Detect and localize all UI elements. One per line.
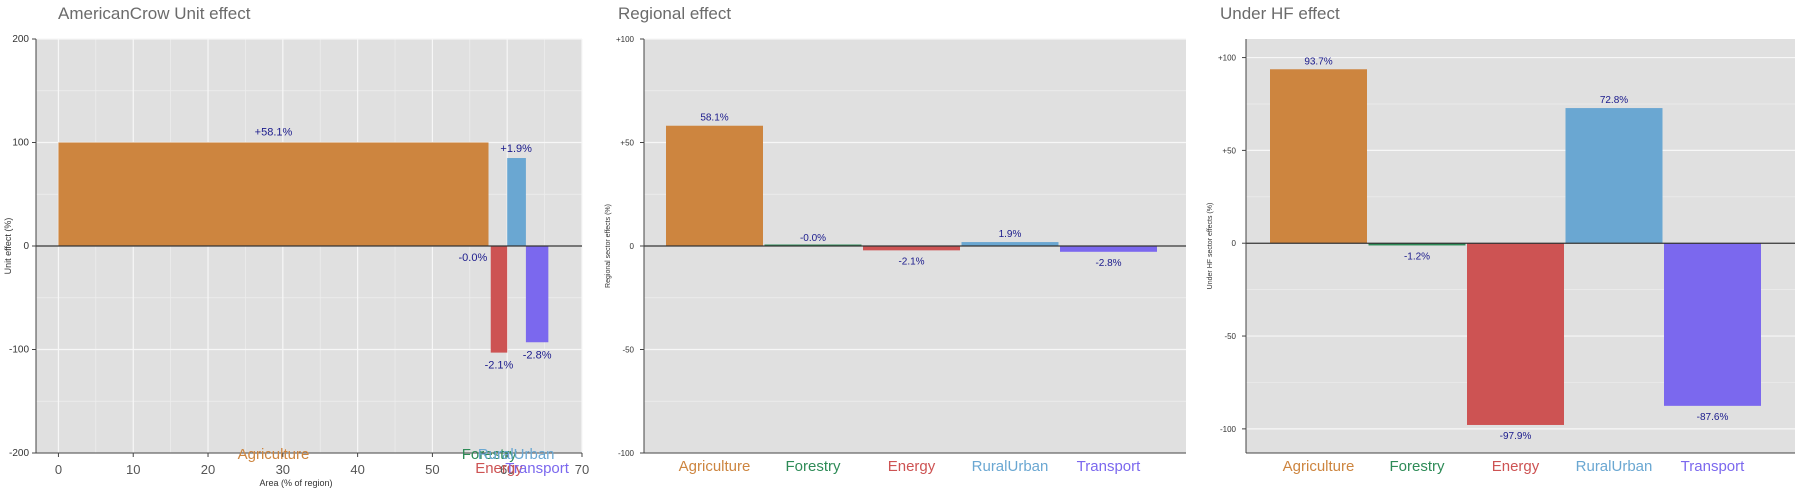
data-label: -97.9% [1500, 431, 1532, 442]
category-label: Transport [505, 460, 569, 477]
regional-effect-chart: 58.1% Agriculture -0.0% Forestry -2.1% Energy… [605, 35, 1186, 475]
category-label: Agriculture [238, 446, 310, 463]
x-tick-label: 60 [500, 462, 514, 477]
chart-title: AmericanCrow Unit effect [58, 4, 251, 23]
category-label: RuralUrban [972, 458, 1049, 475]
y-tick-label: 0 [1232, 239, 1237, 248]
bar-forestry [1368, 243, 1466, 246]
bar-forestry [764, 244, 862, 246]
y-tick-label: -200 [9, 448, 29, 459]
unit-effect-panel: AmericanCrow Unit effect +58.1% -0.0% -2.1… [0, 0, 600, 500]
data-label: -2.8% [1095, 258, 1121, 269]
under-hf-effect-chart: 93.7% Agriculture -1.2% Forestry -97.9% Energ… [1207, 39, 1795, 475]
data-label: 93.7% [1304, 56, 1332, 67]
category-label: RuralUrban [1576, 458, 1653, 475]
x-tick-label: 0 [55, 462, 62, 477]
under-hf-effect-panel: Under HF effect 93.7% Agriculture -1.2% For… [1200, 0, 1800, 500]
y-tick-label: 0 [23, 241, 29, 252]
category-label: Transport [1681, 458, 1745, 475]
data-label: -1.2% [1404, 251, 1430, 262]
y-axis-label: Unit effect (%) [3, 218, 13, 275]
y-tick-label: +100 [1218, 54, 1237, 63]
category-label: Forestry [1389, 458, 1445, 475]
y-tick-label: -100 [1220, 425, 1237, 434]
y-axis-label: Regional sector effects (%) [605, 204, 612, 288]
bar-agriculture [58, 142, 489, 246]
data-label: -0.0% [800, 233, 826, 244]
category-label: Agriculture [679, 458, 751, 475]
bar-agriculture [1270, 69, 1367, 244]
bar-transport [525, 246, 549, 343]
data-label: -2.1% [485, 360, 514, 372]
chart-title: Under HF effect [1220, 4, 1340, 23]
y-tick-label: -100 [618, 449, 635, 458]
regional-effect-panel: Regional effect 58.1% Agriculture -0.0% For… [600, 0, 1200, 500]
category-label: Forestry [785, 458, 841, 475]
data-label: -87.6% [1697, 412, 1729, 423]
bar-ruralurban [961, 242, 1059, 246]
x-tick-label: 50 [425, 462, 439, 477]
category-label: Forestry [462, 446, 518, 463]
data-label: +1.9% [500, 143, 532, 155]
x-tick-label: 10 [126, 462, 140, 477]
data-label: +58.1% [255, 127, 293, 139]
bar-energy [1467, 243, 1564, 425]
bar-transport [1664, 243, 1761, 406]
y-tick-label: 100 [12, 138, 29, 149]
data-label: -2.1% [898, 256, 924, 267]
category-label: Energy [475, 460, 523, 477]
y-tick-label: +50 [1222, 146, 1236, 155]
category-label: RuralUrban [478, 446, 555, 463]
bar-ruralurban [1565, 108, 1663, 244]
category-label: Agriculture [1283, 458, 1355, 475]
y-tick-label: +100 [616, 35, 635, 44]
chart-title: Regional effect [618, 4, 732, 23]
category-label: Energy [1492, 458, 1540, 475]
y-tick-label: 0 [630, 242, 635, 251]
y-tick-label: -50 [1224, 332, 1236, 341]
data-label: 72.8% [1600, 95, 1628, 106]
y-axis-label: Under HF sector effects (%) [1207, 203, 1214, 290]
unit-effect-chart: +58.1%-0.0%-2.1%+1.9%-2.8%2001000-100-20… [3, 34, 589, 488]
bar-energy [490, 246, 508, 353]
bar-transport [1060, 246, 1157, 252]
bar-ruralurban [507, 158, 526, 246]
y-tick-label: -100 [9, 345, 29, 356]
data-label: -2.8% [523, 349, 552, 361]
x-tick-label: 20 [201, 462, 215, 477]
data-label: -0.0% [459, 252, 488, 264]
bar-energy [863, 246, 960, 251]
y-tick-label: 200 [12, 34, 29, 45]
y-tick-label: -50 [622, 346, 634, 355]
x-tick-label: 30 [276, 462, 290, 477]
x-axis-label: Area (% of region) [259, 478, 332, 488]
category-label: Transport [1077, 458, 1141, 475]
x-tick-label: 40 [350, 462, 364, 477]
x-tick-label: 70 [575, 462, 589, 477]
y-tick-label: +50 [620, 139, 634, 148]
data-label: 58.1% [700, 113, 728, 124]
bar-agriculture [666, 125, 763, 246]
category-label: Energy [888, 458, 936, 475]
data-label: 1.9% [999, 229, 1022, 240]
